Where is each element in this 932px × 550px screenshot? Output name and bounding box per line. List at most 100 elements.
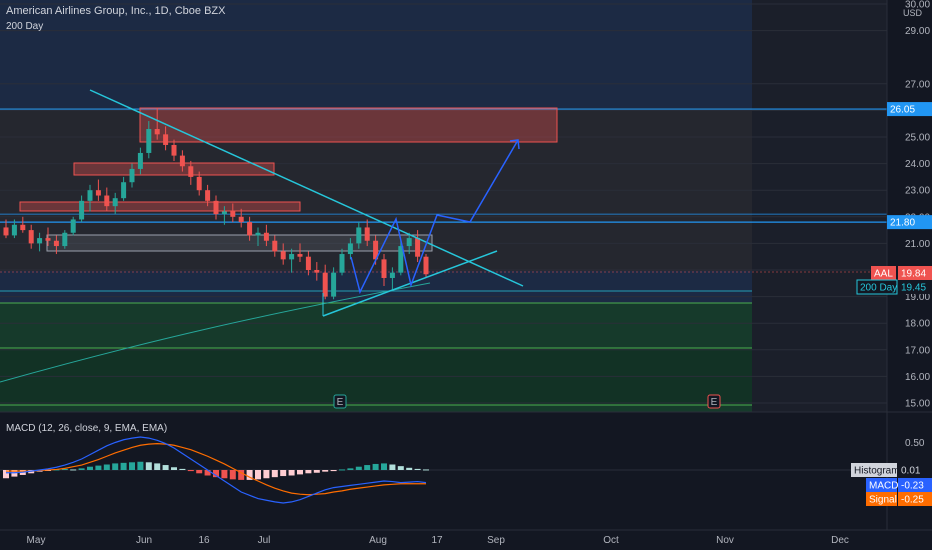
symbol-tag-bg — [871, 266, 896, 280]
candle-body — [230, 211, 236, 217]
macd-histogram-bar — [423, 469, 429, 471]
time-tick-label: Jun — [136, 535, 152, 546]
price-tick-label: 29.00 — [905, 26, 930, 37]
candle-body — [255, 232, 261, 236]
time-tick-label: 17 — [431, 535, 443, 546]
projection-arrowhead — [509, 139, 520, 150]
resistance-box-2 — [19, 201, 301, 212]
macd-histogram-bar — [61, 468, 68, 470]
candle-body — [112, 198, 118, 207]
signal-tag-label: Signal — [869, 495, 897, 506]
earnings-marker — [707, 394, 721, 409]
price-tick-label: 16.00 — [905, 372, 930, 383]
ma-tag-label: 200 Day — [860, 283, 897, 294]
macd-histogram-bar — [414, 468, 421, 470]
candle-body — [205, 190, 211, 201]
macd-histogram-bar — [95, 465, 102, 470]
candle-body — [171, 144, 177, 156]
macd-histogram-bar — [179, 468, 186, 470]
macd-histogram-bar — [70, 469, 77, 471]
macd-tag-label-bg — [866, 478, 897, 492]
macd-histogram-bar — [364, 465, 371, 470]
signal-tag-value: -0.25 — [901, 495, 924, 506]
candle-body — [137, 152, 143, 169]
macd-histogram-bar — [213, 470, 219, 478]
level-tag-26: 26.05 — [890, 105, 915, 116]
macd-histogram-bar — [154, 463, 161, 470]
macd-histogram-bar — [238, 470, 245, 480]
candle-body — [381, 259, 387, 278]
macd-histogram-bar — [112, 463, 119, 470]
candle-body — [20, 224, 26, 231]
candle-body — [87, 190, 93, 201]
macd-tag-label: MACD — [869, 481, 898, 492]
candle-body — [196, 176, 202, 191]
candle-body — [373, 240, 379, 260]
candle-body — [356, 227, 362, 244]
currency-label: USD — [903, 8, 923, 18]
candle-body — [146, 129, 152, 153]
time-tick-label: Nov — [716, 535, 734, 546]
macd-histogram-bar — [355, 466, 362, 470]
resistance-box-1 — [73, 162, 275, 176]
candle-body — [79, 200, 85, 220]
macd-histogram-bar — [297, 470, 303, 475]
candle-body — [70, 219, 76, 233]
signal-tag-value-bg — [898, 492, 932, 506]
price-tick-label: 23.00 — [905, 186, 930, 197]
candle-body — [263, 232, 269, 241]
histogram-tag-label: Histogram — [854, 466, 900, 477]
macd-histogram-bar — [129, 462, 135, 470]
price-tick-label: 18.00 — [905, 319, 930, 330]
candle-body — [415, 238, 421, 257]
candle-body — [347, 243, 353, 255]
candle-body — [280, 251, 286, 260]
macd-histogram-bar — [137, 461, 144, 470]
macd-histogram-bar — [330, 470, 337, 472]
macd-histogram-bar — [246, 470, 253, 480]
candle-body — [37, 238, 43, 244]
candle-body — [272, 240, 278, 252]
macd-histogram-bar — [221, 470, 228, 479]
candle-body — [289, 254, 295, 260]
earnings-marker-label: E — [337, 397, 344, 408]
price-tick-label: 30.00 — [905, 0, 930, 11]
candle-body — [179, 155, 185, 167]
macd-histogram-bar — [196, 470, 203, 474]
projection-path — [350, 139, 519, 295]
time-tick-label: Oct — [603, 535, 619, 546]
earnings-marker — [333, 394, 347, 409]
candle-body — [423, 256, 429, 275]
candle-body — [305, 256, 311, 270]
macd-histogram-bar — [347, 468, 354, 470]
ma-200-line — [0, 282, 431, 383]
macd-histogram-bar — [288, 470, 295, 476]
candle-body — [3, 227, 9, 236]
candle-body — [221, 211, 227, 215]
candle-body — [406, 238, 412, 247]
candle-body — [45, 238, 51, 241]
macd-histogram-bar — [171, 467, 177, 470]
candle-body — [297, 254, 303, 257]
macd-histogram-bar — [322, 470, 329, 472]
downtrend-line — [89, 89, 524, 287]
macd-line — [6, 436, 427, 504]
symbol-tag: AAL — [874, 269, 893, 280]
macd-histogram-bar — [263, 470, 270, 479]
macd-tick-label: 0.50 — [905, 438, 925, 449]
candle-body — [331, 272, 337, 297]
macd-histogram-bar — [187, 470, 194, 472]
ma-tag-label-bg — [857, 280, 897, 294]
macd-histogram-bar — [339, 469, 345, 471]
candle-body — [314, 270, 320, 273]
level-tag-21-8: 21.80 — [890, 218, 915, 229]
macd-tag-value: -0.23 — [901, 481, 924, 492]
candle-body — [238, 216, 244, 223]
candle-body — [121, 182, 127, 199]
candle-body — [95, 190, 101, 196]
candle-body — [53, 240, 59, 247]
macd-histogram-bar — [372, 463, 379, 470]
level-tag-21-8-bg — [887, 215, 932, 230]
candle-body — [247, 222, 253, 236]
